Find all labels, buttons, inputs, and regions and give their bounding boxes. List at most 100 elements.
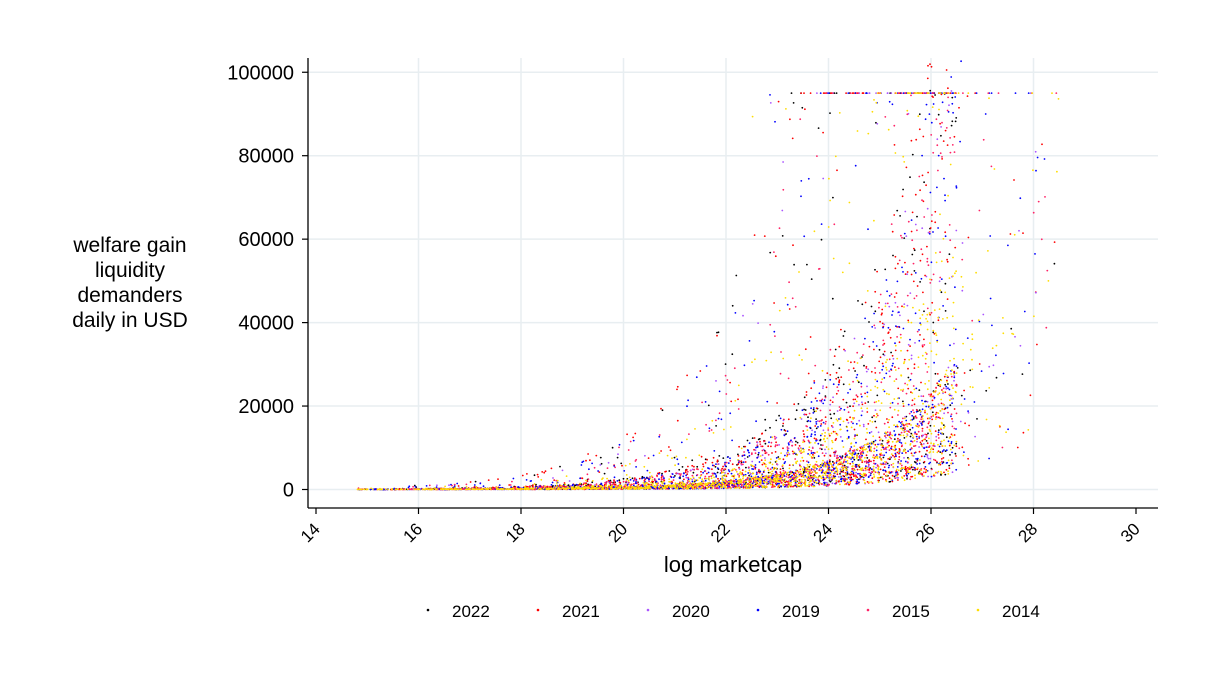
data-point	[850, 446, 853, 448]
data-point	[901, 195, 904, 198]
data-point	[849, 448, 852, 450]
data-point	[867, 401, 870, 403]
data-point	[870, 305, 873, 308]
data-point	[753, 437, 756, 439]
data-point	[969, 386, 972, 388]
data-point	[859, 474, 862, 477]
data-point	[854, 463, 857, 466]
data-point	[932, 443, 935, 446]
data-point	[786, 452, 788, 454]
data-point	[674, 464, 676, 467]
data-point	[825, 420, 827, 423]
data-point	[656, 475, 658, 478]
data-point	[794, 444, 797, 446]
data-point	[654, 479, 657, 482]
data-point	[794, 478, 796, 481]
data-point	[759, 455, 762, 457]
data-point	[818, 420, 821, 423]
data-point	[903, 237, 906, 240]
data-point	[867, 460, 870, 463]
data-point	[722, 465, 724, 468]
data-point	[686, 374, 688, 377]
data-point	[837, 389, 840, 392]
data-point	[838, 345, 841, 348]
data-point	[753, 465, 756, 468]
data-point	[894, 449, 896, 452]
data-point	[821, 477, 823, 479]
data-point	[543, 471, 546, 474]
data-point	[904, 273, 907, 275]
data-point	[812, 455, 815, 457]
data-point	[853, 453, 856, 456]
data-point	[658, 434, 661, 436]
data-point	[937, 227, 939, 229]
data-point	[872, 440, 875, 443]
data-point	[967, 457, 969, 460]
data-point	[861, 454, 863, 457]
data-point	[962, 342, 964, 345]
data-point	[971, 319, 974, 322]
data-point	[898, 439, 901, 442]
data-point	[910, 372, 913, 375]
data-point	[681, 466, 684, 468]
data-point	[782, 447, 784, 450]
data-point	[951, 462, 954, 465]
data-point	[1045, 326, 1048, 329]
data-point	[613, 465, 616, 467]
data-point	[913, 367, 916, 369]
data-point	[669, 480, 672, 483]
data-point	[605, 483, 608, 485]
data-point	[769, 102, 772, 104]
data-point	[844, 477, 847, 480]
data-point	[898, 420, 901, 423]
data-point	[878, 306, 880, 309]
data-point	[820, 448, 823, 451]
data-point	[847, 466, 850, 468]
data-point	[815, 418, 817, 420]
data-point	[955, 117, 958, 119]
data-point	[839, 428, 842, 431]
data-point	[889, 406, 892, 409]
data-point	[988, 97, 990, 100]
data-point	[865, 438, 867, 441]
data-point	[698, 454, 701, 457]
data-point	[862, 425, 865, 428]
data-point	[632, 436, 634, 439]
data-point	[930, 134, 933, 136]
data-point	[889, 432, 891, 435]
data-point	[772, 484, 774, 486]
data-point	[924, 438, 926, 441]
data-point	[444, 485, 446, 488]
data-point	[836, 169, 838, 172]
data-point	[926, 456, 929, 458]
data-point	[889, 375, 891, 378]
data-point	[803, 433, 805, 436]
data-point	[865, 370, 868, 373]
data-point	[934, 459, 937, 462]
data-point	[835, 432, 838, 435]
data-point	[905, 451, 907, 454]
data-point	[687, 476, 690, 479]
data-point	[736, 483, 739, 486]
data-point	[637, 483, 640, 486]
data-point	[864, 392, 866, 395]
data-point	[829, 479, 832, 482]
data-point	[754, 475, 757, 478]
data-point	[940, 126, 942, 128]
data-point	[890, 223, 893, 226]
data-point	[764, 457, 766, 459]
data-point	[959, 420, 962, 423]
data-point	[890, 368, 892, 371]
data-point	[1013, 179, 1015, 181]
data-point	[893, 475, 896, 478]
data-point	[940, 458, 943, 460]
data-point	[860, 393, 862, 395]
data-point	[924, 362, 927, 365]
data-point	[907, 220, 910, 223]
data-point	[627, 449, 630, 451]
data-point	[859, 472, 861, 475]
data-point	[408, 485, 411, 488]
data-point	[544, 486, 547, 489]
data-point	[900, 442, 903, 444]
data-point	[947, 440, 950, 443]
